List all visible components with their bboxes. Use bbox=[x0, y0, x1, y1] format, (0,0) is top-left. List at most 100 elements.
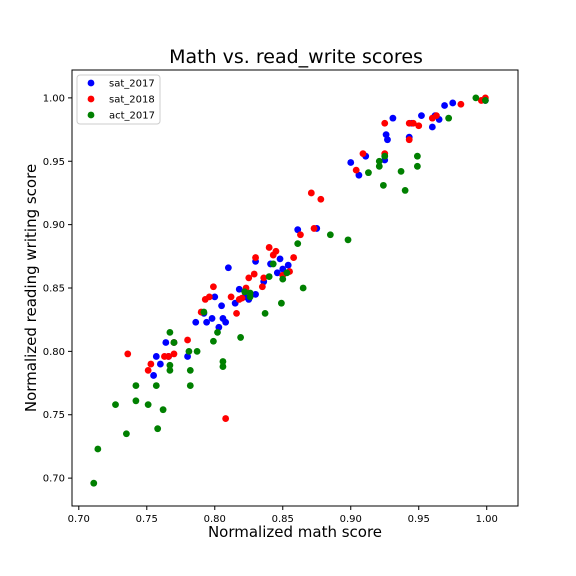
point-act_2017-19 bbox=[210, 337, 217, 345]
point-sat_2018-20 bbox=[252, 254, 259, 261]
point-act_2017-42 bbox=[397, 168, 405, 175]
point-sat_2017-45 bbox=[449, 99, 457, 107]
point-act_2017-22 bbox=[219, 363, 227, 370]
point-sat_2017-44 bbox=[441, 102, 448, 109]
point-sat_2018-5 bbox=[170, 350, 178, 358]
point-sat_2018-23 bbox=[265, 244, 273, 251]
point-sat_2018-35 bbox=[381, 119, 389, 127]
point-act_2017-40 bbox=[379, 181, 387, 189]
point-sat_2018-7 bbox=[184, 336, 191, 344]
point-sat_2017-37 bbox=[389, 114, 397, 122]
point-act_2017-3 bbox=[122, 430, 130, 438]
point-sat_2018-40 bbox=[415, 122, 423, 130]
point-act_2017-0 bbox=[90, 479, 98, 487]
point-act_2017-46 bbox=[445, 114, 453, 122]
y-tick-label: 0.75 bbox=[43, 410, 65, 421]
y-axis-label: Normalized reading writing score bbox=[22, 164, 40, 412]
point-sat_2018-4 bbox=[165, 353, 172, 360]
point-act_2017-11 bbox=[166, 361, 174, 369]
point-act_2017-4 bbox=[132, 382, 140, 389]
y-tick-label: 0.95 bbox=[43, 157, 65, 168]
point-sat_2018-25 bbox=[272, 247, 280, 255]
point-sat_2018-22 bbox=[260, 274, 268, 282]
point-act_2017-27 bbox=[261, 309, 269, 317]
point-sat_2017-13 bbox=[218, 302, 225, 310]
point-sat_2018-12 bbox=[222, 415, 230, 422]
point-act_2017-26 bbox=[246, 293, 254, 301]
x-tick-label: 0.70 bbox=[68, 514, 90, 525]
point-sat_2017-29 bbox=[294, 226, 302, 234]
point-act_2017-16 bbox=[186, 382, 194, 389]
x-tick-label: 0.90 bbox=[340, 514, 362, 525]
point-act_2017-44 bbox=[413, 152, 421, 160]
point-sat_2018-10 bbox=[205, 293, 213, 301]
point-act_2017-9 bbox=[159, 406, 167, 414]
point-act_2017-28 bbox=[265, 273, 273, 280]
y-tick-label: 0.85 bbox=[43, 284, 65, 295]
point-sat_2018-30 bbox=[307, 189, 315, 197]
point-act_2017-48 bbox=[481, 97, 489, 104]
points-layer bbox=[90, 94, 489, 487]
point-act_2017-12 bbox=[166, 366, 174, 374]
x-tick-label: 0.75 bbox=[136, 514, 158, 525]
point-sat_2018-11 bbox=[210, 283, 217, 291]
legend-label-sat_2018: sat_2018 bbox=[109, 95, 155, 106]
legend: sat_2017 sat_2018 act_2017 bbox=[76, 74, 161, 125]
y-tick-label: 0.80 bbox=[43, 347, 65, 358]
point-sat_2017-1 bbox=[152, 353, 160, 360]
point-act_2017-29 bbox=[269, 260, 277, 268]
point-act_2017-41 bbox=[381, 152, 389, 160]
point-act_2017-21 bbox=[219, 358, 227, 365]
point-sat_2018-28 bbox=[290, 254, 298, 261]
legend-marker-act_2017 bbox=[87, 111, 95, 119]
point-sat_2017-18 bbox=[235, 285, 243, 293]
point-act_2017-38 bbox=[375, 157, 383, 165]
point-act_2017-43 bbox=[401, 187, 409, 194]
x-axis-label: Normalized math score bbox=[208, 523, 382, 541]
point-act_2017-37 bbox=[365, 169, 372, 177]
plot-frame bbox=[71, 69, 519, 507]
point-sat_2017-16 bbox=[224, 264, 232, 272]
point-act_2017-6 bbox=[144, 401, 152, 408]
point-act_2017-10 bbox=[166, 328, 174, 336]
point-act_2017-1 bbox=[94, 445, 102, 453]
point-sat_2017-9 bbox=[203, 318, 211, 326]
x-tick-label: 0.80 bbox=[204, 514, 226, 525]
point-sat_2017-10 bbox=[208, 315, 216, 322]
point-act_2017-8 bbox=[154, 425, 162, 433]
point-act_2017-36 bbox=[344, 236, 352, 244]
point-sat_2017-28 bbox=[284, 261, 292, 269]
point-sat_2017-3 bbox=[162, 339, 170, 346]
point-sat_2018-21 bbox=[258, 283, 266, 291]
point-act_2017-18 bbox=[200, 308, 208, 316]
point-act_2017-35 bbox=[326, 231, 334, 239]
y-tick-label: 0.70 bbox=[43, 474, 65, 485]
point-sat_2018-31 bbox=[310, 225, 318, 232]
point-act_2017-47 bbox=[472, 94, 480, 102]
point-sat_2017-0 bbox=[150, 372, 157, 379]
point-sat_2017-26 bbox=[276, 255, 284, 263]
point-sat_2018-42 bbox=[433, 112, 440, 120]
point-sat_2018-1 bbox=[144, 366, 152, 374]
point-act_2017-5 bbox=[132, 397, 140, 405]
point-sat_2017-15 bbox=[222, 318, 230, 326]
point-sat_2017-32 bbox=[355, 171, 363, 179]
point-sat_2018-33 bbox=[352, 166, 360, 174]
point-sat_2018-38 bbox=[405, 136, 413, 144]
y-tick-label: 1.00 bbox=[43, 93, 65, 104]
point-sat_2017-7 bbox=[192, 318, 200, 326]
point-act_2017-17 bbox=[193, 347, 201, 355]
point-sat_2018-2 bbox=[147, 360, 155, 368]
point-sat_2017-36 bbox=[384, 136, 391, 144]
legend-marker-sat_2018 bbox=[87, 95, 95, 103]
point-sat_2018-16 bbox=[238, 294, 246, 302]
point-act_2017-34 bbox=[299, 284, 307, 292]
point-act_2017-45 bbox=[413, 162, 421, 170]
point-act_2017-33 bbox=[294, 240, 302, 248]
point-sat_2017-11 bbox=[211, 293, 219, 301]
point-act_2017-7 bbox=[152, 382, 160, 389]
point-sat_2018-14 bbox=[233, 309, 240, 317]
x-tick-label: 0.95 bbox=[408, 514, 430, 525]
point-sat_2018-13 bbox=[227, 293, 235, 301]
